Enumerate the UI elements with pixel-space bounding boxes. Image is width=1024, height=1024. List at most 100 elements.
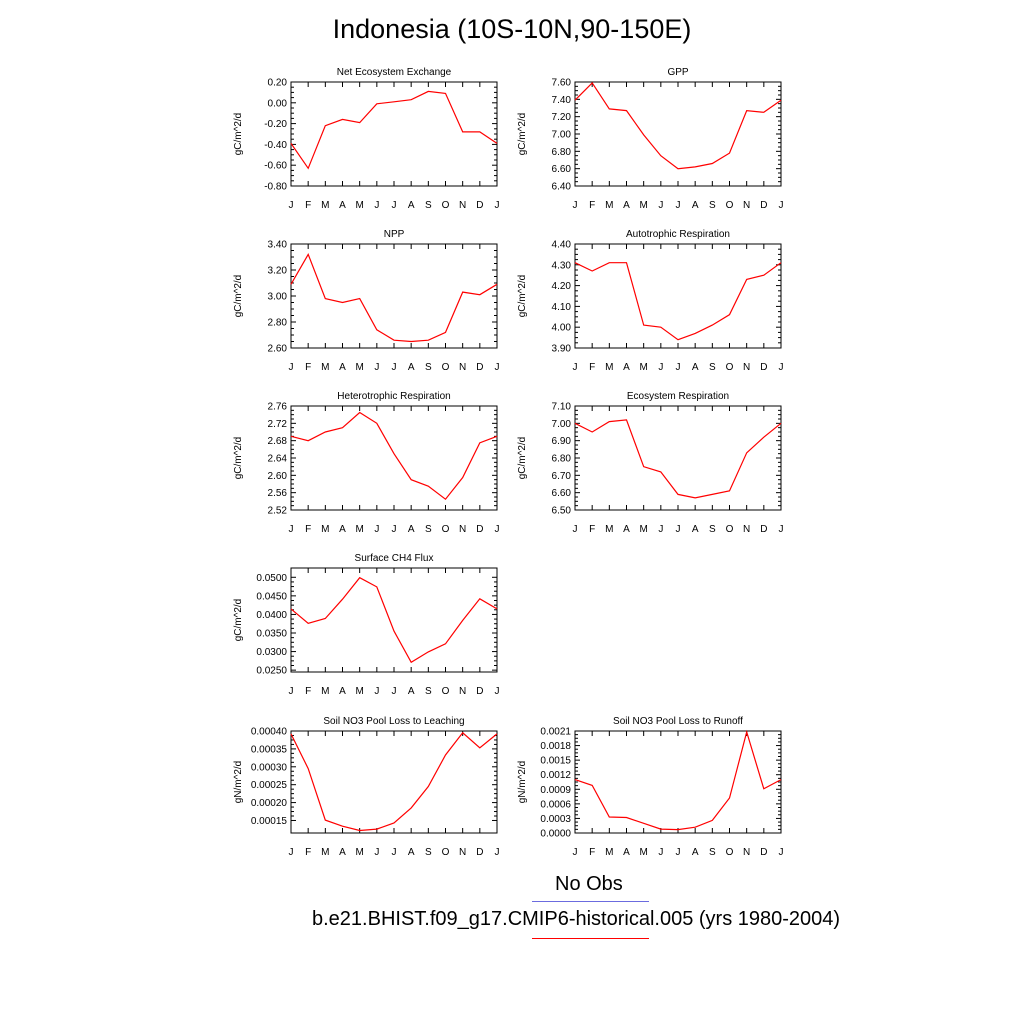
ecosystem-respiration-xtick-label: O xyxy=(726,524,734,535)
soil-no3-pool-loss-to-runoff-ytick-label: 0.0009 xyxy=(540,785,571,796)
soil-no3-pool-loss-to-runoff-series-line xyxy=(574,729,782,831)
ecosystem-respiration-title: Ecosystem Respiration xyxy=(627,391,729,402)
page-title: Indonesia (10S-10N,90-150E) xyxy=(332,14,692,44)
net-ecosystem-exchange-xtick-label: N xyxy=(459,200,466,211)
npp-ytick-label: 2.80 xyxy=(268,318,288,329)
autotrophic-respiration-xtick-label: A xyxy=(692,362,699,373)
soil-no3-pool-loss-to-leaching-title: Soil NO3 Pool Loss to Leaching xyxy=(323,716,464,727)
ecosystem-respiration-ytick-label: 6.90 xyxy=(552,436,572,447)
ecosystem-respiration-series-line xyxy=(574,419,782,499)
heterotrophic-respiration-xtick-label: S xyxy=(425,524,432,535)
ecosystem-respiration-xtick-label: M xyxy=(639,524,647,535)
net-ecosystem-exchange-xtick-label: O xyxy=(442,200,450,211)
heterotrophic-respiration-xtick-label: J xyxy=(374,524,379,535)
net-ecosystem-exchange-xtick-label: D xyxy=(476,200,483,211)
heterotrophic-respiration-ytick-label: 2.52 xyxy=(268,506,288,517)
soil-no3-pool-loss-to-runoff-xtick-label: M xyxy=(639,847,647,858)
surface-ch4-flux-ylabel: gC/m^2/d xyxy=(233,599,244,642)
soil-no3-pool-loss-to-runoff-xtick-label: A xyxy=(623,847,630,858)
soil-no3-pool-loss-to-leaching-xtick-label: D xyxy=(476,847,483,858)
soil-no3-pool-loss-to-runoff-xtick-label: F xyxy=(589,847,595,858)
surface-ch4-flux-ytick-label: 0.0350 xyxy=(256,629,287,640)
surface-ch4-flux-panel: Surface CH4 Flux gC/m^2/d 0.0500 0.0450 0.04… xyxy=(233,553,500,697)
soil-no3-pool-loss-to-leaching-xtick-label: A xyxy=(339,847,346,858)
legend-obs-line xyxy=(532,901,649,902)
surface-ch4-flux-xtick-label: M xyxy=(321,686,329,697)
gpp-xtick-label: O xyxy=(726,200,734,211)
gpp-frame xyxy=(574,81,782,187)
ecosystem-respiration-xtick-label: S xyxy=(709,524,716,535)
soil-no3-pool-loss-to-runoff-panel: Soil NO3 Pool Loss to Runoff gN/m^2/d 0.00… xyxy=(517,716,784,858)
net-ecosystem-exchange-ytick-label: 0.00 xyxy=(268,98,288,109)
soil-no3-pool-loss-to-leaching-ytick-label: 0.00015 xyxy=(251,816,288,827)
npp-xtick-label: J xyxy=(374,362,379,373)
heterotrophic-respiration-ytick-label: 2.68 xyxy=(268,436,288,447)
net-ecosystem-exchange-xtick-label: A xyxy=(339,200,346,211)
net-ecosystem-exchange-series-line xyxy=(290,90,498,170)
soil-no3-pool-loss-to-runoff-ytick-label: 0.0018 xyxy=(540,741,571,752)
ecosystem-respiration-panel: Ecosystem Respiration gC/m^2/d 7.10 7.00 6.9… xyxy=(517,391,784,535)
autotrophic-respiration-title: Autotrophic Respiration xyxy=(626,229,730,240)
npp-xtick-label: A xyxy=(408,362,415,373)
surface-ch4-flux-xtick-label: J xyxy=(289,686,294,697)
ecosystem-respiration-xtick-label: J xyxy=(779,524,784,535)
heterotrophic-respiration-ylabel: gC/m^2/d xyxy=(233,437,244,480)
soil-no3-pool-loss-to-runoff-xtick-label: O xyxy=(726,847,734,858)
surface-ch4-flux-xtick-label: N xyxy=(459,686,466,697)
autotrophic-respiration-ytick-label: 4.20 xyxy=(552,281,572,292)
ecosystem-respiration-xtick-label: A xyxy=(692,524,699,535)
heterotrophic-respiration-xtick-label: M xyxy=(321,524,329,535)
heterotrophic-respiration-ytick-label: 2.60 xyxy=(268,471,288,482)
soil-no3-pool-loss-to-leaching-ytick-label: 0.00020 xyxy=(251,798,288,809)
gpp-ytick-label: 6.80 xyxy=(552,147,572,158)
net-ecosystem-exchange-xtick-label: J xyxy=(289,200,294,211)
gpp-panel: GPPgC/m^2/d7.607.407.207.006.806.606.40J… xyxy=(517,67,784,211)
gpp-xtick-label: M xyxy=(639,200,647,211)
autotrophic-respiration-xtick-label: J xyxy=(573,362,578,373)
ecosystem-respiration-ytick-label: 6.70 xyxy=(552,471,572,482)
npp-xtick-label: F xyxy=(305,362,311,373)
ecosystem-respiration-ytick-label: 6.80 xyxy=(552,454,572,465)
npp-xtick-label: S xyxy=(425,362,432,373)
soil-no3-pool-loss-to-leaching-xtick-label: J xyxy=(495,847,500,858)
net-ecosystem-exchange-ylabel: gC/m^2/d xyxy=(233,113,244,156)
surface-ch4-flux-xtick-label: M xyxy=(355,686,363,697)
soil-no3-pool-loss-to-runoff-ytick-label: 0.0003 xyxy=(540,814,571,825)
gpp-xtick-label: M xyxy=(605,200,613,211)
ecosystem-respiration-ytick-label: 6.60 xyxy=(552,488,572,499)
autotrophic-respiration-ytick-label: 4.00 xyxy=(552,323,572,334)
surface-ch4-flux-ytick-label: 0.0250 xyxy=(256,666,287,677)
surface-ch4-flux-xtick-label: J xyxy=(392,686,397,697)
net-ecosystem-exchange-xtick-label: J xyxy=(495,200,500,211)
net-ecosystem-exchange-ytick-label: -0.20 xyxy=(264,119,287,130)
soil-no3-pool-loss-to-runoff-xtick-label: M xyxy=(605,847,613,858)
surface-ch4-flux-xtick-label: J xyxy=(495,686,500,697)
heterotrophic-respiration-ytick-label: 2.76 xyxy=(268,402,288,413)
ecosystem-respiration-ylabel: gC/m^2/d xyxy=(517,437,528,480)
net-ecosystem-exchange-panel: Net Ecosystem Exchange gC/m^2/d 0.20 0.00 -0… xyxy=(233,67,500,211)
net-ecosystem-exchange-ytick-label: 0.20 xyxy=(268,78,288,89)
soil-no3-pool-loss-to-leaching-xtick-label: J xyxy=(392,847,397,858)
soil-no3-pool-loss-to-runoff-ylabel: gN/m^2/d xyxy=(517,761,528,804)
net-ecosystem-exchange-xtick-label: J xyxy=(392,200,397,211)
surface-ch4-flux-xtick-label: S xyxy=(425,686,432,697)
gpp-series-line xyxy=(574,81,782,170)
net-ecosystem-exchange-xtick-label: F xyxy=(305,200,311,211)
gpp-xtick-label: A xyxy=(623,200,630,211)
gpp-ylabel: gC/m^2/d xyxy=(517,113,528,156)
ecosystem-respiration-ytick-label: 7.00 xyxy=(552,419,572,430)
soil-no3-pool-loss-to-runoff-ytick-label: 0.0000 xyxy=(540,829,571,840)
surface-ch4-flux-xtick-label: A xyxy=(408,686,415,697)
net-ecosystem-exchange-title: Net Ecosystem Exchange xyxy=(337,67,452,78)
autotrophic-respiration-xtick-label: F xyxy=(589,362,595,373)
net-ecosystem-exchange-xtick-label: J xyxy=(374,200,379,211)
soil-no3-pool-loss-to-leaching-xtick-label: F xyxy=(305,847,311,858)
net-ecosystem-exchange-ytick-label: -0.40 xyxy=(264,140,287,151)
soil-no3-pool-loss-to-leaching-xtick-label: N xyxy=(459,847,466,858)
gpp-xtick-label: A xyxy=(692,200,699,211)
heterotrophic-respiration-ytick-label: 2.56 xyxy=(268,488,288,499)
heterotrophic-respiration-ytick-label: 2.64 xyxy=(268,454,288,465)
npp-xtick-label: N xyxy=(459,362,466,373)
legend-model-label: b.e21.BHIST.f09_g17.CMIP6-historical.005… xyxy=(312,908,841,930)
heterotrophic-respiration-xtick-label: J xyxy=(392,524,397,535)
